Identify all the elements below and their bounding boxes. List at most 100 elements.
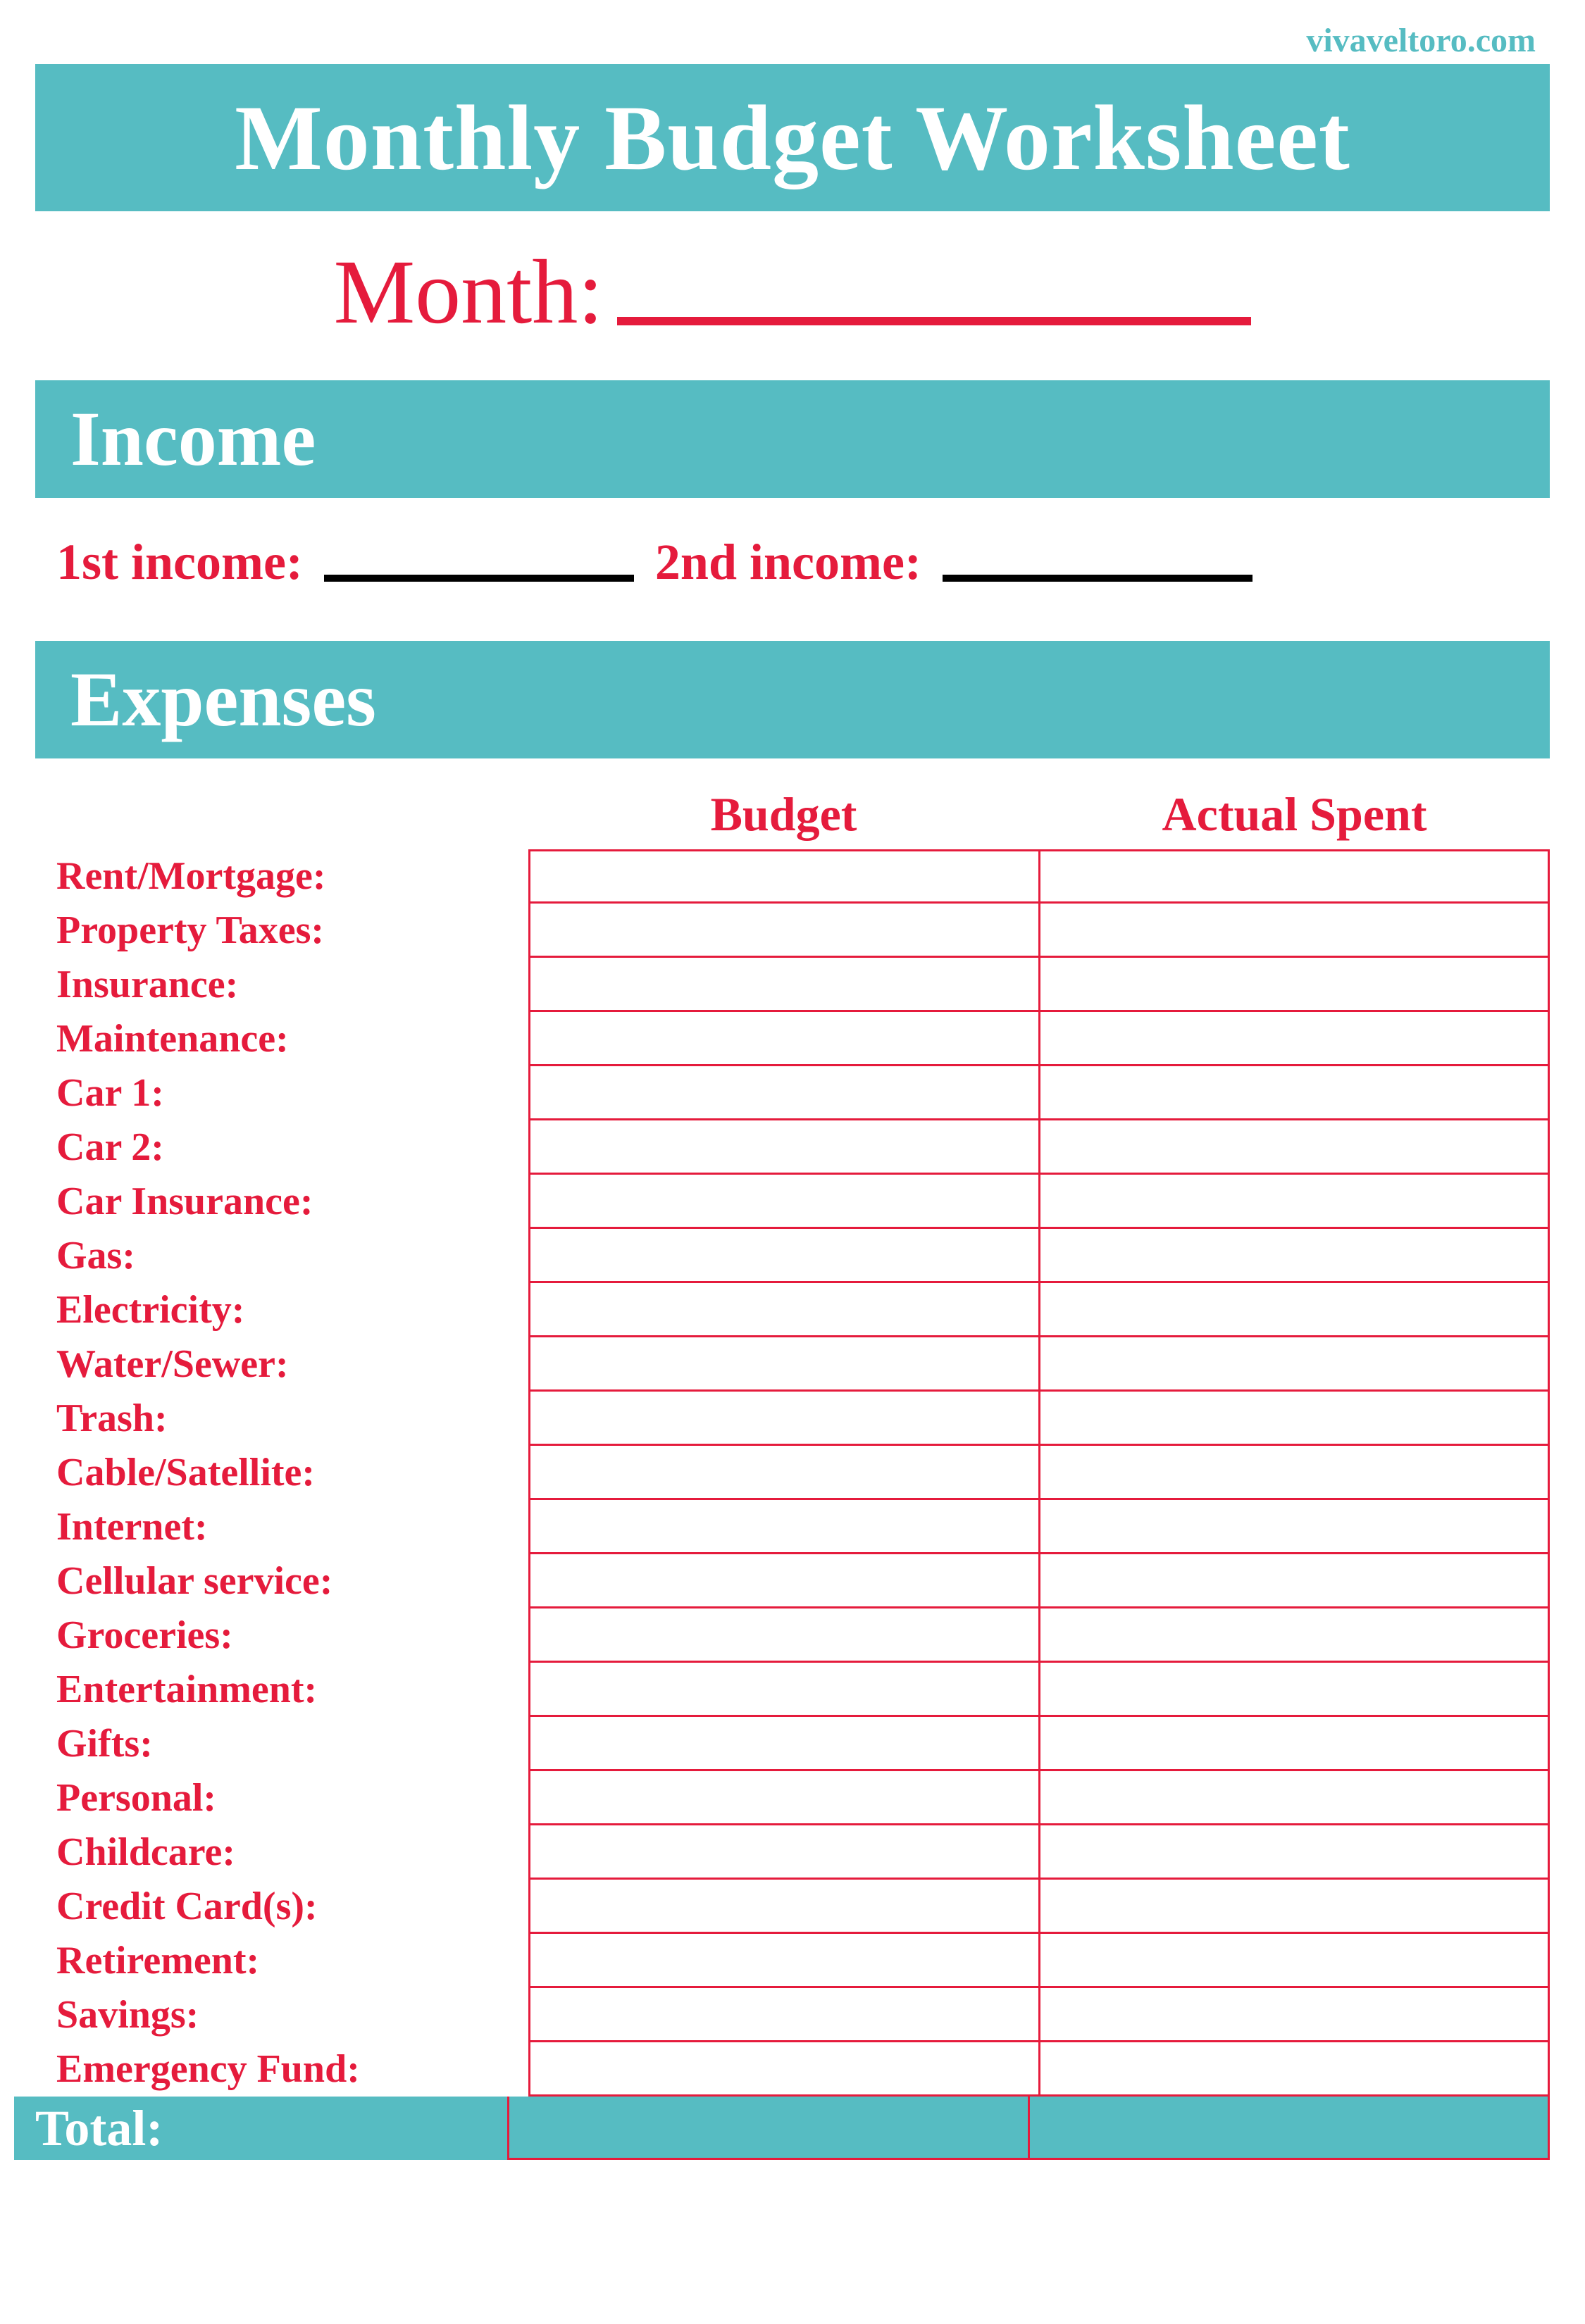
expense-row: Car Insurance: xyxy=(56,1175,1550,1229)
budget-cell[interactable] xyxy=(528,1717,1040,1771)
budget-column-header: Budget xyxy=(528,787,1039,842)
actual-cell[interactable] xyxy=(1040,1554,1550,1608)
expense-label: Water/Sewer: xyxy=(56,1337,528,1392)
budget-cell[interactable] xyxy=(528,1337,1040,1392)
budget-cell[interactable] xyxy=(528,958,1040,1012)
budget-cell[interactable] xyxy=(528,1988,1040,2042)
expense-row: Savings: xyxy=(56,1988,1550,2042)
budget-cell[interactable] xyxy=(528,1446,1040,1500)
expense-label: Insurance: xyxy=(56,958,528,1012)
budget-cell[interactable] xyxy=(528,1120,1040,1175)
expense-row: Water/Sewer: xyxy=(56,1337,1550,1392)
expense-label: Cellular service: xyxy=(56,1554,528,1608)
expense-label: Rent/Mortgage: xyxy=(56,849,528,904)
expense-row: Gifts: xyxy=(56,1717,1550,1771)
expense-row: Gas: xyxy=(56,1229,1550,1283)
expense-label: Car 1: xyxy=(56,1066,528,1120)
second-income-label: 2nd income: xyxy=(655,533,921,592)
expense-label: Entertainment: xyxy=(56,1663,528,1717)
actual-cell[interactable] xyxy=(1040,1934,1550,1988)
month-label: Month: xyxy=(334,246,604,338)
month-row: Month: xyxy=(35,211,1550,380)
expense-row: Retirement: xyxy=(56,1934,1550,1988)
expense-label: Cable/Satellite: xyxy=(56,1446,528,1500)
expense-label: Groceries: xyxy=(56,1608,528,1663)
expense-label: Credit Card(s): xyxy=(56,1880,528,1934)
expense-row: Credit Card(s): xyxy=(56,1880,1550,1934)
expense-row: Insurance: xyxy=(56,958,1550,1012)
income-section-band: Income xyxy=(35,380,1550,498)
actual-cell[interactable] xyxy=(1040,2042,1550,2097)
actual-cell[interactable] xyxy=(1040,1663,1550,1717)
expense-label: Internet: xyxy=(56,1500,528,1554)
expense-row: Childcare: xyxy=(56,1825,1550,1880)
actual-cell[interactable] xyxy=(1040,1175,1550,1229)
budget-cell[interactable] xyxy=(528,1608,1040,1663)
expense-row: Trash: xyxy=(56,1392,1550,1446)
actual-column-header: Actual Spent xyxy=(1039,787,1550,842)
income-row: 1st income: 2nd income: xyxy=(35,498,1550,641)
expense-label: Electricity: xyxy=(56,1283,528,1337)
total-budget-cell[interactable] xyxy=(507,2097,1030,2160)
expense-row: Maintenance: xyxy=(56,1012,1550,1066)
expense-label: Property Taxes: xyxy=(56,904,528,958)
expense-label: Retirement: xyxy=(56,1934,528,1988)
actual-cell[interactable] xyxy=(1040,1988,1550,2042)
budget-cell[interactable] xyxy=(528,1554,1040,1608)
actual-cell[interactable] xyxy=(1040,849,1550,904)
actual-cell[interactable] xyxy=(1040,1229,1550,1283)
expense-label: Gifts: xyxy=(56,1717,528,1771)
total-label: Total: xyxy=(14,2097,507,2160)
actual-cell[interactable] xyxy=(1040,1500,1550,1554)
actual-cell[interactable] xyxy=(1040,1337,1550,1392)
budget-cell[interactable] xyxy=(528,1825,1040,1880)
expense-row: Rent/Mortgage: xyxy=(56,849,1550,904)
second-income-input-line[interactable] xyxy=(943,575,1253,582)
budget-cell[interactable] xyxy=(528,1175,1040,1229)
actual-cell[interactable] xyxy=(1040,1283,1550,1337)
budget-cell[interactable] xyxy=(528,1229,1040,1283)
expense-label: Emergency Fund: xyxy=(56,2042,528,2097)
actual-cell[interactable] xyxy=(1040,1771,1550,1825)
budget-cell[interactable] xyxy=(528,904,1040,958)
budget-cell[interactable] xyxy=(528,849,1040,904)
expenses-heading: Expenses xyxy=(70,655,1515,744)
budget-cell[interactable] xyxy=(528,1663,1040,1717)
actual-cell[interactable] xyxy=(1040,1880,1550,1934)
expense-label: Maintenance: xyxy=(56,1012,528,1066)
budget-cell[interactable] xyxy=(528,1934,1040,1988)
actual-cell[interactable] xyxy=(1040,1066,1550,1120)
actual-cell[interactable] xyxy=(1040,1012,1550,1066)
budget-cell[interactable] xyxy=(528,1066,1040,1120)
month-input-line[interactable] xyxy=(617,317,1251,325)
actual-cell[interactable] xyxy=(1040,958,1550,1012)
expense-row: Emergency Fund: xyxy=(56,2042,1550,2097)
first-income-label: 1st income: xyxy=(56,533,303,592)
actual-cell[interactable] xyxy=(1040,1446,1550,1500)
expenses-section-band: Expenses xyxy=(35,641,1550,758)
expense-row: Groceries: xyxy=(56,1608,1550,1663)
expense-label: Car 2: xyxy=(56,1120,528,1175)
expense-row: Cable/Satellite: xyxy=(56,1446,1550,1500)
actual-cell[interactable] xyxy=(1040,1825,1550,1880)
actual-cell[interactable] xyxy=(1040,1392,1550,1446)
budget-cell[interactable] xyxy=(528,1500,1040,1554)
actual-cell[interactable] xyxy=(1040,1120,1550,1175)
expense-label: Gas: xyxy=(56,1229,528,1283)
title-band: Monthly Budget Worksheet xyxy=(35,64,1550,211)
expense-row: Entertainment: xyxy=(56,1663,1550,1717)
worksheet-title: Monthly Budget Worksheet xyxy=(63,84,1522,192)
expense-grid: Rent/Mortgage:Property Taxes:Insurance:M… xyxy=(35,849,1550,2097)
actual-cell[interactable] xyxy=(1040,904,1550,958)
actual-cell[interactable] xyxy=(1040,1717,1550,1771)
budget-cell[interactable] xyxy=(528,1771,1040,1825)
expense-label: Trash: xyxy=(56,1392,528,1446)
budget-cell[interactable] xyxy=(528,1283,1040,1337)
budget-cell[interactable] xyxy=(528,1880,1040,1934)
budget-cell[interactable] xyxy=(528,1012,1040,1066)
total-actual-cell[interactable] xyxy=(1030,2097,1550,2160)
budget-cell[interactable] xyxy=(528,1392,1040,1446)
first-income-input-line[interactable] xyxy=(324,575,634,582)
actual-cell[interactable] xyxy=(1040,1608,1550,1663)
budget-cell[interactable] xyxy=(528,2042,1040,2097)
